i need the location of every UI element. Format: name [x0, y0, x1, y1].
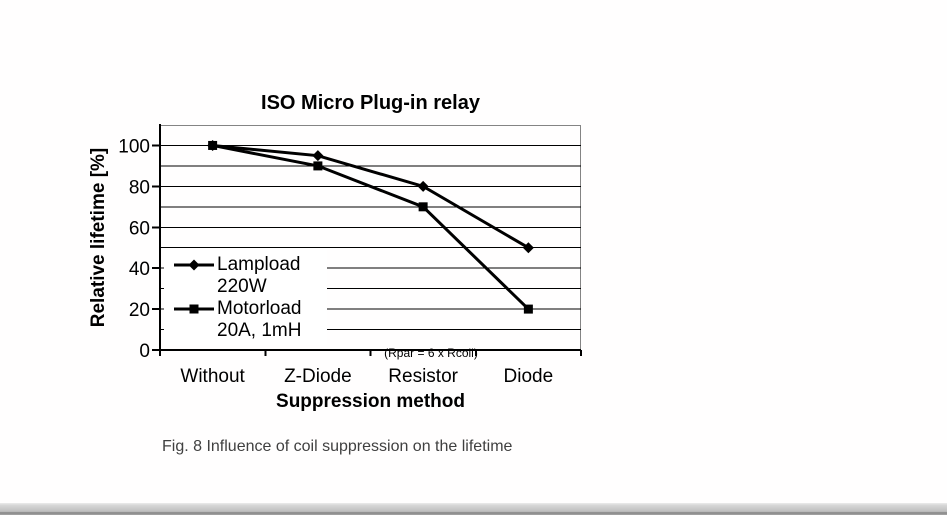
series-line-0: [212, 143, 530, 250]
y-tick-label: 100: [118, 136, 150, 157]
figure-caption: Fig. 8 Influence of coil suppression on …: [162, 438, 513, 455]
legend-marker-diamond: [188, 259, 200, 271]
y-tick-label: 40: [129, 259, 150, 280]
x-axis-title: Suppression method: [276, 391, 465, 412]
legend-label-motorload-line2: 20A, 1mH: [217, 320, 302, 341]
legend-marker-square: [189, 304, 199, 314]
y-axis-title: Relative lifetime [%]: [88, 147, 109, 328]
y-tick-label: 60: [129, 218, 150, 239]
x-category-label: Resistor: [388, 366, 458, 387]
legend-label-lampload-line2: 220W: [217, 276, 267, 297]
data-point-marker-square: [523, 304, 533, 314]
data-point-marker-diamond: [312, 150, 324, 162]
x-category-label: Without: [180, 366, 245, 387]
x-category-label: Diode: [504, 366, 554, 387]
window-bottom-edge: [0, 503, 947, 515]
x-category-label: Z-Diode: [284, 366, 352, 387]
legend-label-motorload-line1: Motorload: [217, 298, 302, 319]
data-point-marker-square: [313, 161, 323, 171]
y-tick-label: 0: [139, 341, 150, 362]
annotation-rpar-note: (Rpar = 6 x Rcoil): [384, 346, 478, 360]
data-point-marker-diamond: [417, 180, 429, 192]
legend-label-lampload-line1: Lampload: [217, 254, 301, 275]
y-tick-label: 20: [129, 300, 150, 321]
data-point-marker-diamond: [522, 242, 534, 254]
series-line-1: [212, 143, 530, 311]
y-tick-label: 80: [129, 177, 150, 198]
data-point-marker-square: [208, 140, 218, 150]
data-point-marker-square: [418, 202, 428, 212]
chart-title: ISO Micro Plug-in relay: [261, 92, 480, 114]
